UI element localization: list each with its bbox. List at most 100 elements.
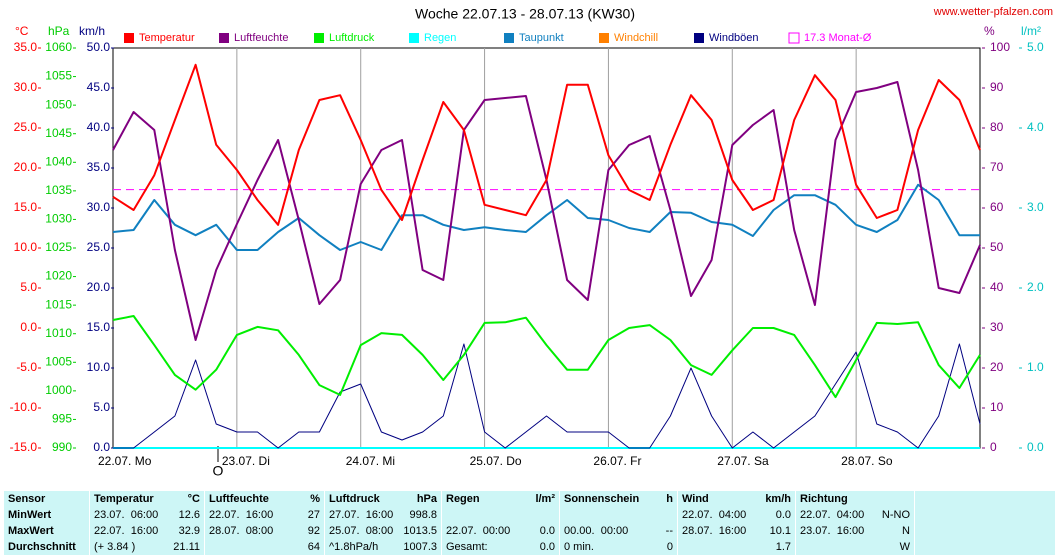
legend-label: Taupunkt	[519, 32, 564, 44]
axis-unit: °C	[15, 24, 29, 38]
cell-text: 25.07. 08:00	[329, 525, 394, 537]
y-tick-label: 1000	[45, 383, 72, 397]
y-tick-label: 1.0	[1027, 360, 1044, 374]
y-tick-label: 90	[990, 80, 1004, 94]
legend-swatch	[219, 33, 229, 43]
cell-text: 22.07. 04:00	[682, 509, 747, 521]
table-cell: 23.07. 06:00 12.6	[90, 507, 204, 523]
cell-text: MinWert	[8, 509, 52, 521]
y-tick-label: 1020	[45, 269, 72, 283]
cell-text: 28.07. 08:00	[209, 525, 274, 537]
table-cell: Sonnenschein h	[560, 491, 677, 507]
table-cell: 22.07. 00:00 0.0	[442, 523, 559, 539]
plot-frame	[112, 47, 981, 449]
cell-text: l/m²	[535, 493, 555, 505]
legend-label: Regen	[424, 32, 456, 44]
table-cell: (+ 3.84 ) 21.11	[90, 539, 204, 555]
x-tick-label: 25.07. Do	[470, 454, 522, 468]
table-cell: 23.07. 16:00 N	[796, 523, 914, 539]
legend-swatch	[788, 32, 800, 44]
series-line	[113, 343, 981, 449]
axis-unit: km/h	[79, 24, 105, 38]
cell-text: N	[902, 525, 910, 537]
table-cell: 64	[205, 539, 324, 555]
chart: Woche 22.07.13 - 28.07.13 (KW30) www.wet…	[10, 6, 1053, 479]
table-cell: 22.07. 04:00 0.0	[678, 507, 795, 523]
table-cell: Sensor	[4, 491, 89, 507]
y-tick-label: 1005	[45, 354, 72, 368]
table-cell	[560, 507, 677, 523]
axis-unit: l/m²	[1021, 24, 1041, 38]
cell-text: 1007.3	[403, 541, 437, 553]
cell-text: 92	[307, 525, 320, 537]
y-tick-label: 1045	[45, 126, 72, 140]
table-cell	[915, 523, 1055, 539]
cell-text: --	[665, 525, 673, 537]
cell-text: 22.07. 04:00	[800, 509, 865, 521]
cell-text: 1013.5	[403, 525, 437, 537]
cell-text: 64	[307, 541, 320, 553]
series-line	[112, 183, 980, 251]
y-tick-label: 10.0	[14, 240, 38, 254]
table-cell: Luftfeuchte%	[205, 491, 324, 507]
table-cell: MinWert	[4, 507, 89, 523]
source: www.wetter-pfalzen.com	[933, 6, 1053, 18]
y-tick-label: 1035	[45, 183, 72, 197]
table-cell: Richtung	[796, 491, 914, 507]
series-line	[112, 315, 981, 399]
y-tick-label: 35.0	[14, 40, 38, 54]
table-cell: 22.07. 16:00 32.9	[90, 523, 204, 539]
x-tick-label: 26.07. Fr	[593, 454, 641, 468]
y-tick-label: 15.0	[14, 200, 38, 214]
y-tick-label: 60	[990, 200, 1004, 214]
y-tick-label: 0	[990, 440, 997, 454]
y-tick-label: 70	[990, 160, 1004, 174]
table-cell: ^1.8hPa/h 1007.3	[325, 539, 441, 555]
table-cell: 28.07. 16:00 10.1	[678, 523, 795, 539]
legend-label: 17.3 Monat-Ø	[804, 32, 872, 44]
legend-swatch	[694, 33, 704, 43]
table-cell	[915, 539, 1055, 555]
cell-text: 00.00. 00:00	[564, 525, 629, 537]
y-tick-label: 30.0	[87, 200, 111, 214]
table-cell	[915, 491, 1055, 507]
y-tick-label: -10.0	[10, 400, 38, 414]
cell-text: W	[899, 541, 910, 553]
table-cell: Durchschnitt	[4, 539, 89, 555]
x-tick-label: 22.07. Mo	[98, 454, 152, 468]
legend-label: Windböen	[709, 32, 759, 44]
y-tick-label: 25.0	[14, 120, 38, 134]
y-tick-label: 100	[990, 40, 1010, 54]
y-tick-label: 5.0	[1027, 40, 1044, 54]
table-cell: 22.07. 16:00 27	[205, 507, 324, 523]
cell-text: MaxWert	[8, 525, 54, 537]
cell-text: 22.07. 00:00	[446, 525, 511, 537]
cell-text: 12.6	[178, 509, 200, 521]
cell-text: Richtung	[800, 493, 848, 505]
cell-text: 0.0	[775, 509, 791, 521]
table-cell: Regen l/m²	[442, 491, 559, 507]
y-tick-label: -5.0	[16, 360, 37, 374]
y-tick-label: 50.0	[87, 40, 111, 54]
cell-text: 21.11	[173, 541, 200, 553]
cell-text: 998.8	[409, 509, 437, 521]
cell-text: Regen	[446, 493, 480, 505]
y-tick-label: 1055	[45, 69, 72, 83]
legend-label: Luftdruck	[329, 32, 375, 44]
cell-text: 27	[307, 509, 320, 521]
chart-title: Woche 22.07.13 - 28.07.13 (KW30)	[415, 6, 635, 22]
y-tick-label: 2.0	[1027, 280, 1044, 294]
y-tick-label: 10.0	[87, 360, 111, 374]
cell-text: 22.07. 16:00	[209, 509, 274, 521]
table-cell: 27.07. 16:00 998.8	[325, 507, 441, 523]
y-tick-label: 30.0	[14, 80, 38, 94]
cell-text: °C	[187, 493, 200, 505]
table-cell: MaxWert	[4, 523, 89, 539]
y-tick-label: 5.0	[93, 400, 110, 414]
table-cell	[442, 507, 559, 523]
x-tick-label: 24.07. Mi	[346, 454, 395, 468]
axis-unit: hPa	[48, 24, 70, 38]
y-tick-label: 1010	[45, 326, 72, 340]
cell-text: Luftdruck	[329, 493, 380, 505]
